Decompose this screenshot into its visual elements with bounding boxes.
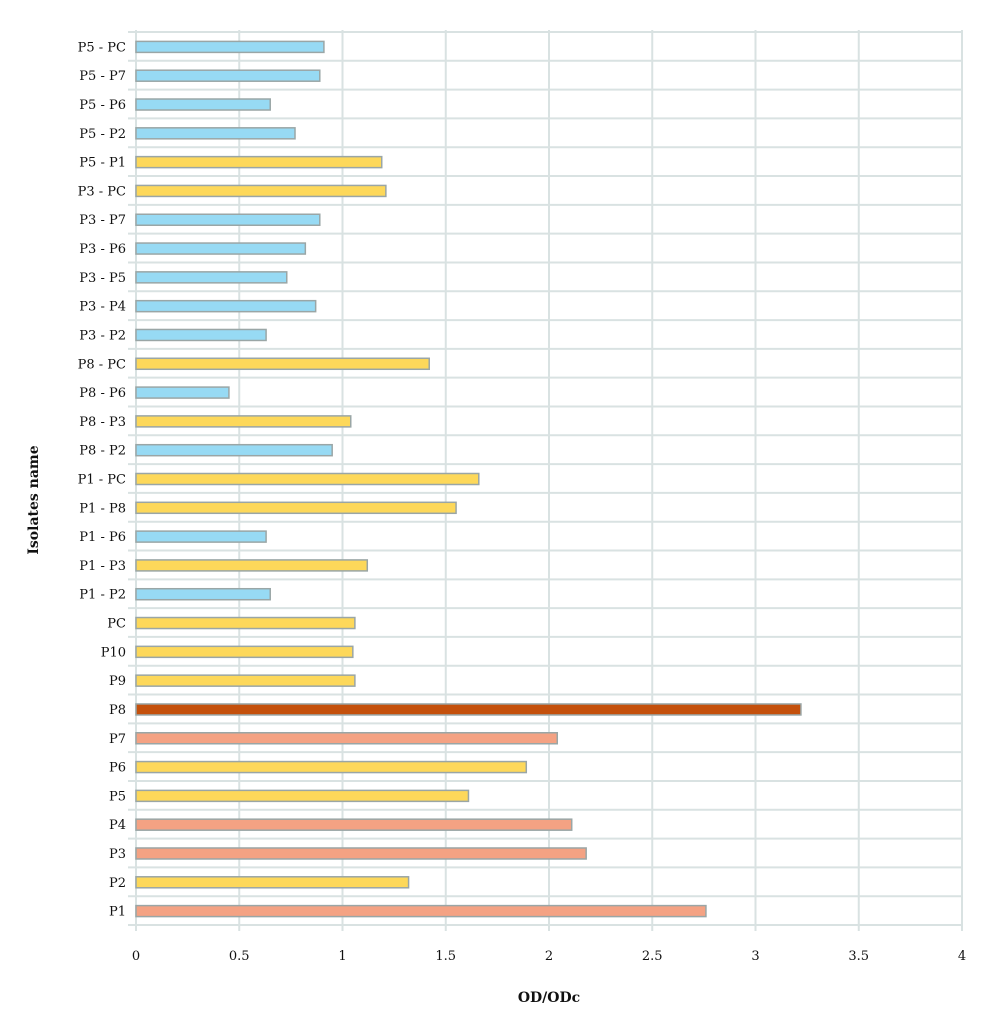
bar: [135, 443, 333, 457]
bar: [135, 674, 356, 687]
y-tick-label: P3 - P6: [79, 242, 126, 257]
y-tick-label: P5 - P7: [79, 69, 126, 84]
y-tick-label: P3 - P7: [79, 213, 126, 228]
bars: [135, 40, 802, 918]
y-tick-label: P2: [109, 876, 126, 891]
y-tick-label: P3 - P2: [79, 328, 126, 343]
bar: [135, 645, 354, 659]
bar: [135, 904, 707, 918]
bar: [135, 98, 271, 111]
bar: [135, 184, 387, 198]
y-tick-label: P6: [109, 761, 126, 776]
x-tick-label: 4: [958, 949, 966, 964]
bar: [135, 818, 573, 831]
x-tick-label: 3: [751, 949, 759, 964]
y-tick-label: P1: [109, 905, 126, 920]
bar: [135, 876, 410, 889]
bar: [135, 299, 317, 313]
bar: [135, 127, 296, 140]
y-tick-label: P8 - P2: [79, 444, 126, 459]
x-tick-label: 1.5: [435, 949, 456, 964]
y-tick-label: P10: [101, 645, 126, 660]
y-tick-label: P3 - PC: [78, 184, 126, 199]
y-tick-label: P5 - PC: [78, 40, 126, 55]
y-tick-label: P9: [109, 674, 126, 689]
bar: [135, 328, 267, 342]
bar: [135, 386, 230, 399]
bar: [135, 69, 321, 82]
bar: [135, 760, 528, 774]
bar: [135, 732, 559, 745]
y-axis-label: Isolates name: [26, 445, 42, 554]
bar: [135, 40, 325, 54]
bar: [135, 501, 457, 515]
y-tick-label: P1 - P3: [79, 559, 126, 574]
y-tick-label: P5 - P2: [79, 127, 126, 142]
y-tick-label: P4: [109, 818, 126, 833]
bar: [135, 616, 356, 630]
y-tick-label: P8 - PC: [78, 357, 126, 372]
y-tick-label: P5 - P1: [79, 156, 126, 171]
bar: [135, 847, 587, 860]
y-tick-label: P1 - PC: [78, 473, 126, 488]
x-tick-label: 3.5: [848, 949, 869, 964]
y-tick-label: P1 - P6: [79, 530, 126, 545]
y-tick-label: P3 - P4: [79, 300, 126, 315]
bar: [135, 213, 321, 226]
y-tick-label: P8 - P6: [79, 386, 126, 401]
y-tick-label: PC: [107, 617, 126, 632]
bar: [135, 472, 480, 486]
y-tick-label: P3: [109, 847, 126, 862]
x-tick-label: 1: [338, 949, 346, 964]
y-tick-label: P5: [109, 789, 126, 804]
bar: [135, 415, 352, 428]
y-tick-label: P3 - P5: [79, 271, 126, 286]
bar: [135, 789, 470, 803]
bar: [135, 271, 288, 284]
x-tick-label: 0: [132, 949, 140, 964]
bar: [135, 587, 271, 601]
y-tick-labels: P1 P2 P3 P4 P5 P6 P7 P8 P9 P10 PC P1 - P2 P1 - P3 P1 …: [78, 40, 126, 919]
bar: [135, 242, 307, 255]
bar: [135, 155, 383, 169]
y-tick-label: P5 - P6: [79, 98, 126, 113]
x-tick-label: 2.5: [642, 949, 663, 964]
y-tick-label: P1 - P2: [79, 588, 126, 603]
grid: [128, 30, 963, 931]
bar: [135, 703, 802, 716]
y-tick-label: P8: [109, 703, 126, 718]
bar: [135, 357, 430, 371]
y-tick-label: P7: [109, 732, 126, 747]
bar: [135, 530, 267, 543]
bar: [135, 559, 369, 572]
x-axis-label: OD/ODc: [518, 990, 580, 1006]
x-tick-label: 0.5: [229, 949, 250, 964]
y-tick-label: P1 - P8: [79, 501, 126, 516]
x-tick-label: 2: [545, 949, 553, 964]
x-tick-labels: 0 0.5 1 1.5 2 2.5 3 3.5 4: [132, 949, 966, 964]
y-tick-label: P8 - P3: [79, 415, 126, 430]
